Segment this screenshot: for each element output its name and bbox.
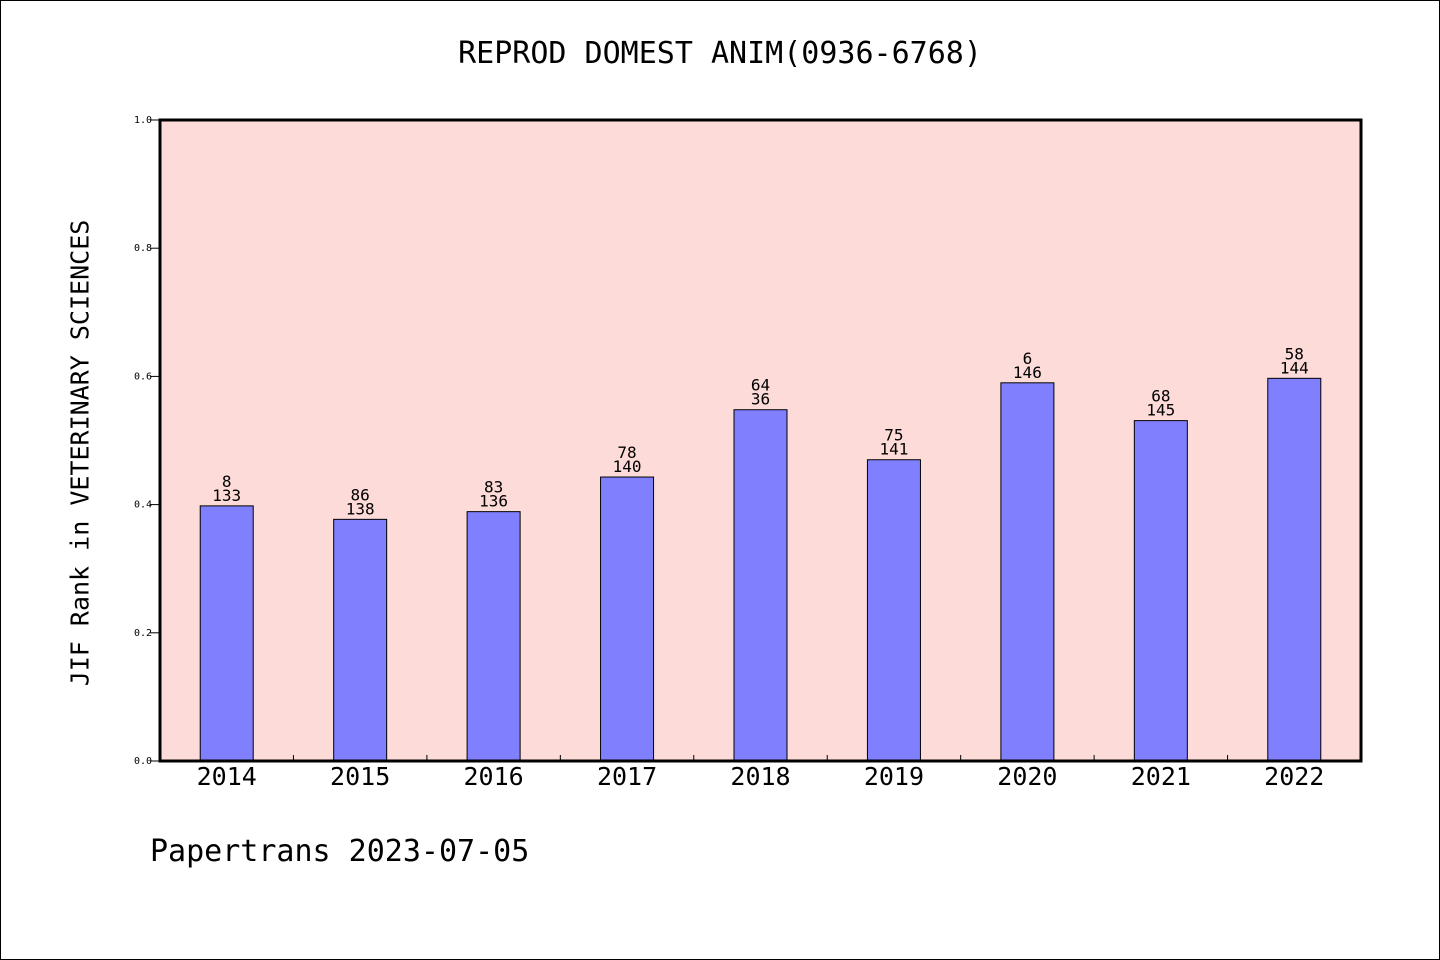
x-tick-label: 2016: [464, 762, 524, 791]
bar-label-rank: 68: [1151, 387, 1170, 406]
x-tick-label: 2021: [1131, 762, 1191, 791]
bar-label-rank: 8: [222, 472, 232, 491]
bar: [600, 476, 655, 762]
y-tick-label: 1.0: [134, 115, 152, 126]
bar-label-rank: 78: [617, 443, 636, 462]
footer-credit: Papertrans 2023-07-05: [150, 834, 530, 869]
chart-title: REPROD DOMEST ANIM(0936-6768): [458, 36, 982, 71]
bar: [733, 409, 788, 762]
bar-label-total: 136: [479, 492, 508, 511]
bar-label-total: 133: [212, 486, 241, 505]
x-tick-label: 2018: [730, 762, 790, 791]
y-tick-label: 0.2: [134, 628, 152, 639]
bar: [466, 511, 521, 762]
bar-label-total: 146: [1013, 363, 1042, 382]
x-tick-label: 2015: [330, 762, 390, 791]
bar-label-rank: 75: [884, 426, 903, 445]
bar-label-total: 141: [879, 440, 908, 459]
x-tick-label: 2020: [997, 762, 1057, 791]
bars: [199, 377, 1322, 762]
x-tick-label: 2022: [1264, 762, 1324, 791]
bar-label-total: 36: [751, 390, 770, 409]
axis-ticks: 0.0 0.2 0.4 0.6 0.8 1.0 2014 2015 2016 2017 2018 20…: [134, 115, 1324, 791]
y-tick-label: 0.6: [134, 371, 152, 382]
x-tick-label: 2014: [197, 762, 257, 791]
bar-label-rank: 6: [1023, 349, 1033, 368]
bar-label-total: 144: [1280, 358, 1309, 377]
x-tick-label: 2017: [597, 762, 657, 791]
bar-label-rank: 58: [1285, 344, 1304, 363]
y-tick-label: 0.0: [134, 756, 152, 767]
x-tick-label: 2019: [864, 762, 924, 791]
bar: [1000, 382, 1055, 762]
bar-label-total: 145: [1146, 401, 1175, 420]
y-tick-label: 0.4: [134, 500, 152, 511]
bar: [1267, 377, 1322, 762]
plot-border: [158, 118, 1363, 763]
bar-label-rank: 83: [484, 478, 503, 497]
bar: [866, 459, 921, 762]
bar: [199, 505, 254, 762]
bar: [1133, 420, 1188, 762]
y-tick-label: 0.8: [134, 243, 152, 254]
bar-label-rank: 64: [751, 376, 770, 395]
bar-label-total: 138: [346, 499, 375, 518]
bar: [333, 518, 388, 762]
bar-label-rank: 86: [351, 485, 370, 504]
bar-label-total: 140: [613, 457, 642, 476]
